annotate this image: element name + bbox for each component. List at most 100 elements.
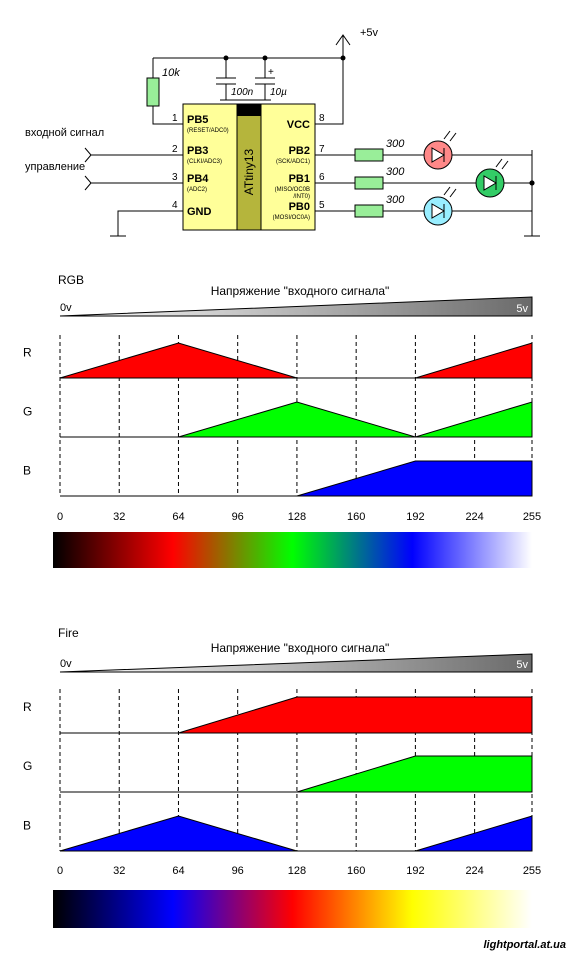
voltage-ramp	[59, 653, 533, 673]
channel-area	[59, 815, 533, 852]
pin-name: PB0	[289, 201, 310, 213]
x-tick-label: 192	[406, 511, 424, 523]
wire	[152, 106, 183, 125]
ramp-left-label: 0v	[60, 302, 72, 314]
channel-area	[60, 460, 533, 497]
pin-function: (MISO/OC0B	[275, 187, 310, 193]
x-tick-label: 160	[347, 511, 365, 523]
ramp-label: Напряжение "входного сигнала"	[211, 284, 390, 298]
pin-function: (SCK/ADC1)	[276, 159, 310, 165]
channel-label: G	[23, 405, 32, 419]
channel-label: R	[23, 346, 32, 360]
ramp-left-label: 0v	[60, 658, 72, 670]
channel-area	[60, 696, 533, 734]
light-arrow-icon	[501, 160, 509, 170]
pin-number: 3	[172, 172, 178, 183]
light-arrow-icon	[443, 186, 451, 196]
chip-notch	[237, 104, 261, 116]
x-tick-label: 128	[288, 865, 306, 877]
pin-name: PB1	[289, 173, 310, 185]
x-tick-label: 32	[113, 865, 125, 877]
channel-area	[60, 401, 533, 438]
x-tick-label: 0	[57, 865, 63, 877]
pin-function: (CLKI/ADC3)	[187, 159, 222, 165]
c2-polarity: +	[268, 67, 274, 78]
x-tick-label: 0	[57, 511, 63, 523]
led-resistor	[354, 204, 384, 218]
chip-name: ATtiny13	[242, 148, 256, 195]
wire	[315, 118, 344, 125]
x-tick-label: 64	[172, 511, 184, 523]
voltage-ramp	[59, 296, 533, 317]
ramp-label: Напряжение "входного сигнала"	[211, 641, 390, 655]
watermark: lightportal.at.ua	[484, 939, 567, 951]
light-arrow-icon	[449, 132, 457, 142]
pullup-resistor	[146, 77, 160, 107]
resistor-label: 300	[386, 194, 405, 206]
x-tick-label: 160	[347, 865, 365, 877]
pin-number: 5	[319, 200, 325, 211]
schematic: +5v 10k 100n + 10µ ATtiny13 1 PB5 (RESET/A…	[25, 27, 540, 237]
pin-number: 1	[172, 113, 178, 124]
channel-label: G	[23, 759, 32, 773]
x-tick-label: 128	[288, 511, 306, 523]
pin-number: 2	[172, 144, 178, 155]
diode-icon	[431, 203, 445, 219]
pin-number: 7	[319, 144, 325, 155]
x-tick-label: 255	[523, 865, 541, 877]
control-label: управление	[25, 161, 85, 173]
diode-icon	[431, 147, 445, 163]
c1-label: 100n	[231, 87, 254, 98]
pin-number: 4	[172, 200, 178, 211]
supply-label: +5v	[360, 27, 379, 39]
supply-arrow-icon	[335, 34, 351, 46]
pin-name: PB3	[187, 145, 208, 157]
resistor-label: 300	[386, 166, 405, 178]
chart-title: RGB	[58, 273, 84, 287]
color-gradient-strip	[53, 532, 532, 568]
color-gradient-strip	[53, 890, 532, 928]
junction-dot	[340, 55, 346, 61]
x-tick-label: 32	[113, 511, 125, 523]
ramp-right-label: 5v	[516, 303, 528, 315]
resistor-label: 300	[386, 138, 405, 150]
pin-number: 6	[319, 172, 325, 183]
led-resistor	[354, 176, 384, 190]
pin-number: 8	[319, 113, 325, 124]
x-tick-label: 96	[232, 511, 244, 523]
light-arrow-icon	[495, 158, 503, 168]
pullup-label: 10k	[162, 67, 180, 79]
led-resistor	[354, 148, 384, 162]
pin-function: /INT0)	[293, 194, 310, 200]
pin-name: GND	[187, 206, 212, 218]
pin-name: PB4	[187, 173, 209, 185]
ramp-right-label: 5v	[516, 659, 528, 671]
input-label: входной сигнал	[25, 127, 104, 139]
chart-title: Fire	[58, 626, 79, 640]
x-tick-label: 192	[406, 865, 424, 877]
channel-label: B	[23, 819, 31, 833]
x-tick-label: 255	[523, 511, 541, 523]
x-tick-label: 64	[172, 865, 184, 877]
x-tick-label: 224	[465, 865, 483, 877]
channel-label: B	[23, 464, 31, 478]
channel-area	[59, 342, 533, 379]
light-arrow-icon	[449, 188, 457, 198]
pin-name: PB2	[289, 145, 310, 157]
control-connector-icon	[84, 175, 92, 191]
diode-icon	[483, 175, 497, 191]
wire	[117, 210, 183, 236]
pin-function: (ADC2)	[187, 187, 207, 193]
pin-name: PB5	[187, 114, 208, 126]
light-arrow-icon	[443, 130, 451, 140]
x-tick-label: 96	[232, 865, 244, 877]
input-connector-icon	[84, 147, 92, 163]
channel-area	[60, 755, 533, 793]
pin-name: VCC	[287, 119, 310, 131]
x-tick-label: 224	[465, 511, 483, 523]
pin-function: (MOSI/OC0A)	[273, 215, 310, 221]
channel-label: R	[23, 700, 32, 714]
chart-fire: Fire 0v 5v Напряжение "входного сигнала" 0 32…	[23, 626, 541, 928]
